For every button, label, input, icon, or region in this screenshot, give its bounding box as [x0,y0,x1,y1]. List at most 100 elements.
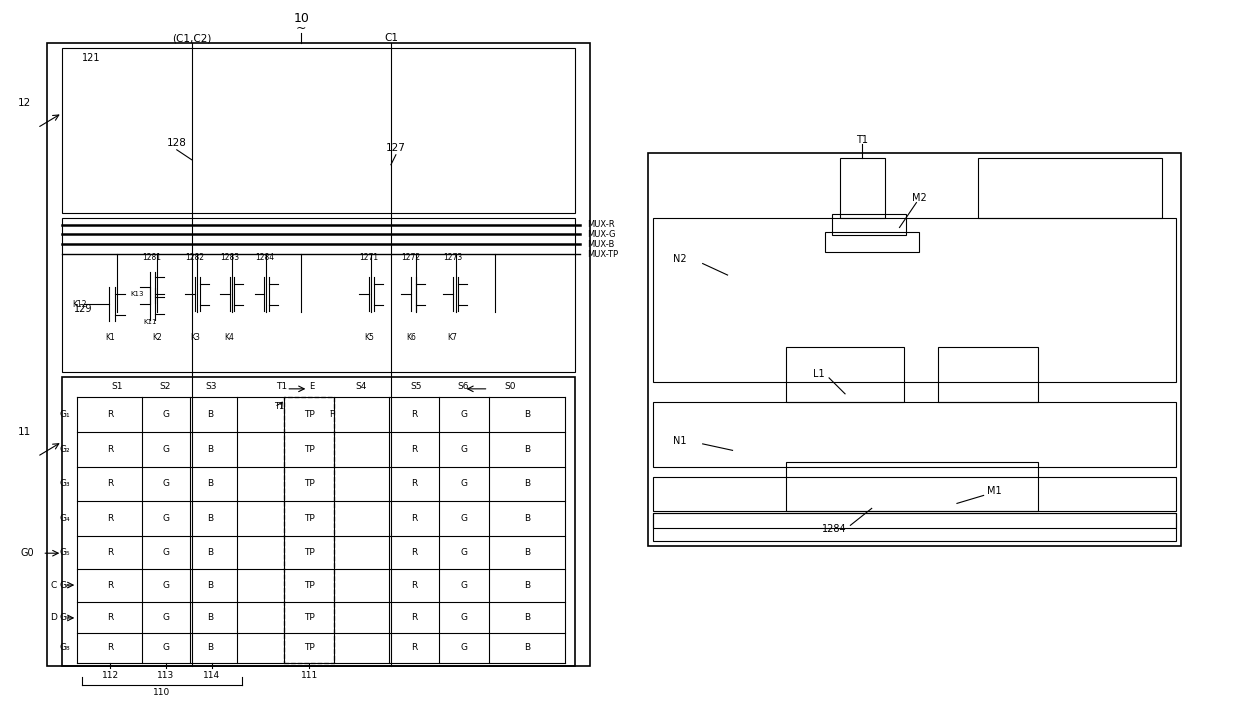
Text: B: B [525,643,531,652]
Text: G₈: G₈ [60,643,71,652]
Text: B: B [207,515,213,523]
Text: B: B [207,410,213,419]
Text: K7: K7 [448,333,458,342]
Text: MUX-G: MUX-G [587,230,615,239]
Text: G: G [460,548,467,557]
Bar [653,477,1176,511]
Bar [47,44,590,665]
Text: K12: K12 [72,300,87,309]
Text: (C1,C2): (C1,C2) [172,33,211,44]
Text: G: G [162,548,170,557]
Text: B: B [525,410,531,419]
Text: R: R [107,444,113,453]
Text: G: G [460,515,467,523]
Text: TP: TP [304,643,315,652]
Bar [653,513,1176,529]
Text: TP: TP [304,410,315,419]
Text: K5: K5 [365,333,374,342]
Text: MUX-TP: MUX-TP [587,250,619,259]
Text: 11: 11 [17,427,31,437]
Bar [939,347,1038,402]
Text: B: B [525,444,531,453]
Text: 121: 121 [82,53,100,63]
Bar [825,232,919,253]
Text: N2: N2 [673,253,687,264]
Text: G: G [162,613,170,622]
Bar [653,402,1176,467]
Bar [647,153,1180,546]
Text: T1: T1 [856,135,868,145]
Text: G₁: G₁ [60,410,71,419]
Text: K2: K2 [153,333,161,342]
Text: R: R [410,548,417,557]
Text: 112: 112 [102,671,119,680]
Text: R: R [410,444,417,453]
Text: 10: 10 [294,12,309,25]
Text: G₅: G₅ [60,548,71,557]
Bar [284,397,334,663]
Text: B: B [207,444,213,453]
Text: B: B [525,548,531,557]
Text: R: R [107,548,113,557]
Text: G: G [162,479,170,489]
Text: G: G [162,515,170,523]
Text: G: G [162,444,170,453]
Text: G: G [460,479,467,489]
Text: 113: 113 [157,671,175,680]
Text: T1: T1 [275,383,286,391]
Text: F̄: F̄ [329,410,334,419]
Text: G₆: G₆ [60,581,71,590]
Text: G: G [460,410,467,419]
Text: 12: 12 [17,98,31,108]
Text: G₂: G₂ [60,444,71,453]
Text: S6: S6 [458,383,470,391]
Text: TP: TP [304,581,315,590]
Text: S1: S1 [112,383,123,391]
Text: TP: TP [304,515,315,523]
Text: 1273: 1273 [443,253,463,262]
Text: S4: S4 [356,383,367,391]
Text: 110: 110 [154,688,170,697]
Text: R: R [410,613,417,622]
Text: G0: G0 [21,548,35,558]
Text: 129: 129 [74,304,93,314]
Text: 1271: 1271 [360,253,378,262]
Text: M1: M1 [987,486,1002,496]
Text: C: C [51,581,57,590]
Text: R: R [107,479,113,489]
Text: B: B [207,479,213,489]
Text: N1: N1 [673,436,686,446]
Text: 127: 127 [386,143,405,153]
Text: 1284: 1284 [822,524,847,534]
Text: B: B [525,515,531,523]
Text: R: R [410,643,417,652]
Text: S3: S3 [206,383,217,391]
Text: B: B [207,643,213,652]
Text: G₇: G₇ [60,613,71,622]
Text: K13: K13 [130,291,144,297]
Text: B: B [525,581,531,590]
Text: T1: T1 [274,402,284,411]
Text: 114: 114 [203,671,221,680]
Text: TP: TP [304,444,315,453]
Text: G: G [460,643,467,652]
Text: 1282: 1282 [185,253,205,262]
Text: C1: C1 [384,33,398,44]
Text: B: B [207,548,213,557]
Text: TP: TP [304,613,315,622]
Bar [62,48,575,213]
Text: L1: L1 [812,369,825,379]
Bar [786,347,904,402]
Text: R: R [410,581,417,590]
Text: R: R [107,581,113,590]
Text: B: B [525,613,531,622]
Text: S5: S5 [410,383,422,391]
Text: M2: M2 [913,192,926,203]
Text: TP: TP [304,548,315,557]
Text: 111: 111 [300,671,317,680]
Bar [62,218,575,372]
Text: R: R [410,515,417,523]
Text: 1283: 1283 [219,253,239,262]
Text: 1284: 1284 [255,253,274,262]
Text: R: R [107,410,113,419]
